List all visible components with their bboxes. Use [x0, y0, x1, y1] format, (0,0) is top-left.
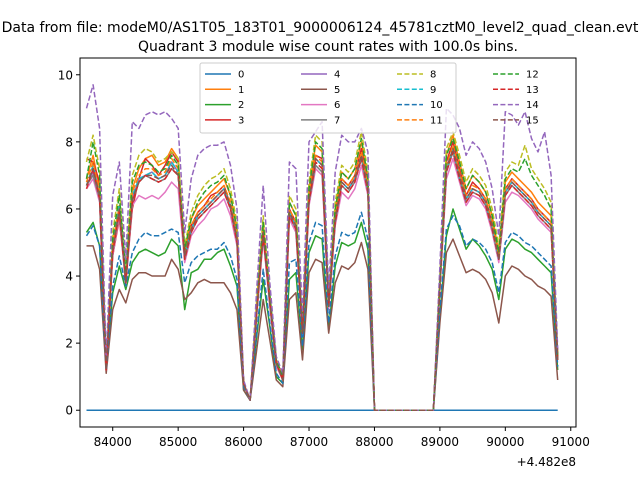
legend-label-7: 7 — [334, 115, 340, 126]
x-tick-label: 86000 — [224, 435, 262, 449]
legend-label-8: 8 — [430, 70, 436, 81]
x-tick-label: 89000 — [421, 435, 459, 449]
legend-label-11: 11 — [430, 115, 443, 126]
x-tick-label: 88000 — [355, 435, 393, 449]
chart-title: Quadrant 3 module wise count rates with … — [138, 39, 518, 55]
x-axis: 84000 85000 86000 87000 88000 89000 90000 91000 — [94, 427, 590, 449]
legend-label-13: 13 — [526, 85, 539, 96]
x-offset-label: +4.482e8 — [517, 455, 576, 469]
series-line-2 — [85, 208, 559, 411]
x-tick-label: 90000 — [486, 435, 524, 449]
x-tick-label: 85000 — [159, 435, 197, 449]
series-line-5 — [86, 238, 559, 411]
legend-label-10: 10 — [430, 100, 443, 111]
legend-label-9: 9 — [430, 85, 436, 96]
figure-suptitle: Data from file: modeM0/AS1T05_183T01_900… — [2, 20, 639, 36]
legend-label-0: 0 — [238, 70, 244, 81]
series-line-12 — [85, 137, 559, 411]
legend-label-15: 15 — [526, 115, 539, 126]
y-tick-label: 8 — [65, 135, 73, 149]
x-tick-label: 91000 — [552, 435, 590, 449]
legend-label-12: 12 — [526, 70, 539, 81]
plot-area — [85, 84, 559, 411]
legend-label-2: 2 — [238, 100, 244, 111]
series-line-15 — [85, 147, 559, 411]
y-tick-label: 10 — [58, 68, 73, 82]
y-axis: 0 2 4 6 8 10 — [58, 68, 80, 418]
y-tick-label: 6 — [65, 202, 73, 216]
legend-label-6: 6 — [334, 100, 340, 111]
series-line-10 — [85, 211, 559, 411]
y-tick-label: 2 — [65, 337, 73, 351]
legend-label-1: 1 — [238, 85, 244, 96]
legend-label-14: 14 — [526, 100, 539, 111]
legend-label-5: 5 — [334, 85, 340, 96]
y-tick-label: 0 — [65, 404, 73, 418]
axes-frame — [79, 57, 577, 428]
series-line-13 — [85, 151, 559, 411]
y-tick-label: 4 — [65, 270, 73, 284]
series-line-8 — [85, 131, 559, 411]
x-tick-label: 84000 — [94, 435, 132, 449]
x-tick-label: 87000 — [290, 435, 328, 449]
legend-label-3: 3 — [238, 115, 244, 126]
legend-box — [199, 62, 457, 134]
legend-label-4: 4 — [334, 70, 340, 81]
